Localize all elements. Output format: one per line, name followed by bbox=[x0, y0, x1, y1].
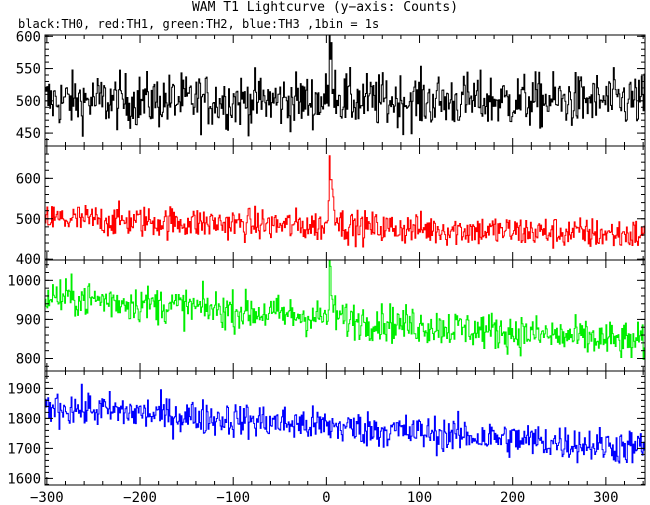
y-tick-label: 1000 bbox=[7, 273, 41, 289]
y-tick-label: 600 bbox=[16, 29, 41, 45]
y-tick-label: 600 bbox=[16, 171, 41, 187]
y-tick-label: 900 bbox=[16, 312, 41, 328]
panel-frame-th1 bbox=[44, 145, 646, 261]
y-tick-label: 1900 bbox=[7, 381, 41, 397]
x-tick-label: −200 bbox=[123, 490, 157, 505]
series-line-th3 bbox=[45, 383, 645, 464]
x-tick-label: 300 bbox=[593, 490, 618, 505]
y-tick-label: 550 bbox=[16, 62, 41, 78]
x-tick-label: 0 bbox=[322, 490, 330, 505]
chart-subtitle: black:TH0, red:TH1, green:TH2, blue:TH3 … bbox=[18, 17, 380, 31]
y-tick-label: 1700 bbox=[7, 441, 41, 457]
y-tick-label: 1600 bbox=[7, 471, 41, 487]
y-tick-label: 450 bbox=[16, 126, 41, 142]
y-tick-label: 1800 bbox=[7, 411, 41, 427]
chart-title: WAM T1 Lightcurve (y−axis: Counts) bbox=[191, 0, 459, 15]
x-tick-label: −300 bbox=[30, 490, 64, 505]
series-line-th2 bbox=[45, 260, 645, 360]
y-tick-label: 800 bbox=[16, 351, 41, 367]
y-tick-label: 500 bbox=[16, 212, 41, 228]
y-tick-label: 400 bbox=[16, 252, 41, 268]
series-line-th1 bbox=[45, 155, 645, 249]
x-tick-label: 100 bbox=[407, 490, 432, 505]
x-tick-label: 200 bbox=[500, 490, 525, 505]
y-tick-label: 500 bbox=[16, 94, 41, 110]
series-line-th0 bbox=[45, 35, 645, 137]
x-tick-label: −100 bbox=[216, 490, 250, 505]
